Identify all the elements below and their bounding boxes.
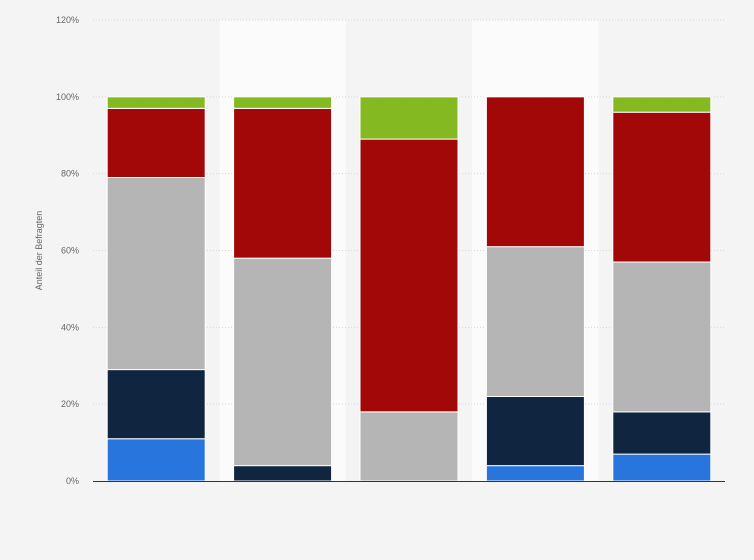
y-tick-label-0: 0%	[66, 476, 79, 486]
y-tick-label-60: 60%	[61, 246, 79, 256]
y-axis-ticks: 0% 20% 40% 60% 80% 100% 120%	[56, 15, 79, 486]
bar-segment-1-4	[106, 107, 206, 179]
bar-segment-1-2	[106, 369, 206, 440]
bar-segment-4-4	[485, 96, 585, 248]
bar-segment-2-3	[233, 257, 333, 467]
bar-segment-3-4	[359, 138, 459, 413]
bar-segment-5-4	[612, 111, 712, 263]
y-tick-label-20: 20%	[61, 399, 79, 409]
bar-segment-5-1	[612, 453, 712, 482]
y-axis-title: Anteil der Befragten	[34, 211, 44, 291]
y-tick-label-40: 40%	[61, 322, 79, 332]
bar-stack-4	[485, 96, 585, 482]
y-tick-label-100: 100%	[56, 92, 79, 102]
y-tick-label-80: 80%	[61, 169, 79, 179]
bar-segment-5-3	[612, 261, 712, 413]
bar-segment-2-5	[233, 96, 333, 109]
bar-segment-3-3	[359, 411, 459, 482]
bar-segment-2-2	[233, 465, 333, 482]
bar-stack-2	[233, 96, 333, 482]
bar-segment-4-1	[485, 465, 585, 482]
bar-segment-1-1	[106, 438, 206, 482]
bar-segment-5-2	[612, 411, 712, 455]
bar-stack-1	[106, 96, 206, 482]
bar-segment-2-4	[233, 107, 333, 259]
bar-stack-3	[359, 96, 459, 482]
y-tick-label-120: 120%	[56, 15, 79, 25]
bars	[106, 96, 712, 482]
bar-segment-4-2	[485, 395, 585, 467]
bar-stack-5	[612, 96, 712, 482]
bar-segment-5-5	[612, 96, 712, 113]
bar-segment-3-5	[359, 96, 459, 140]
bar-segment-1-5	[106, 96, 206, 109]
bar-segment-1-3	[106, 177, 206, 371]
bar-segment-4-3	[485, 246, 585, 397]
